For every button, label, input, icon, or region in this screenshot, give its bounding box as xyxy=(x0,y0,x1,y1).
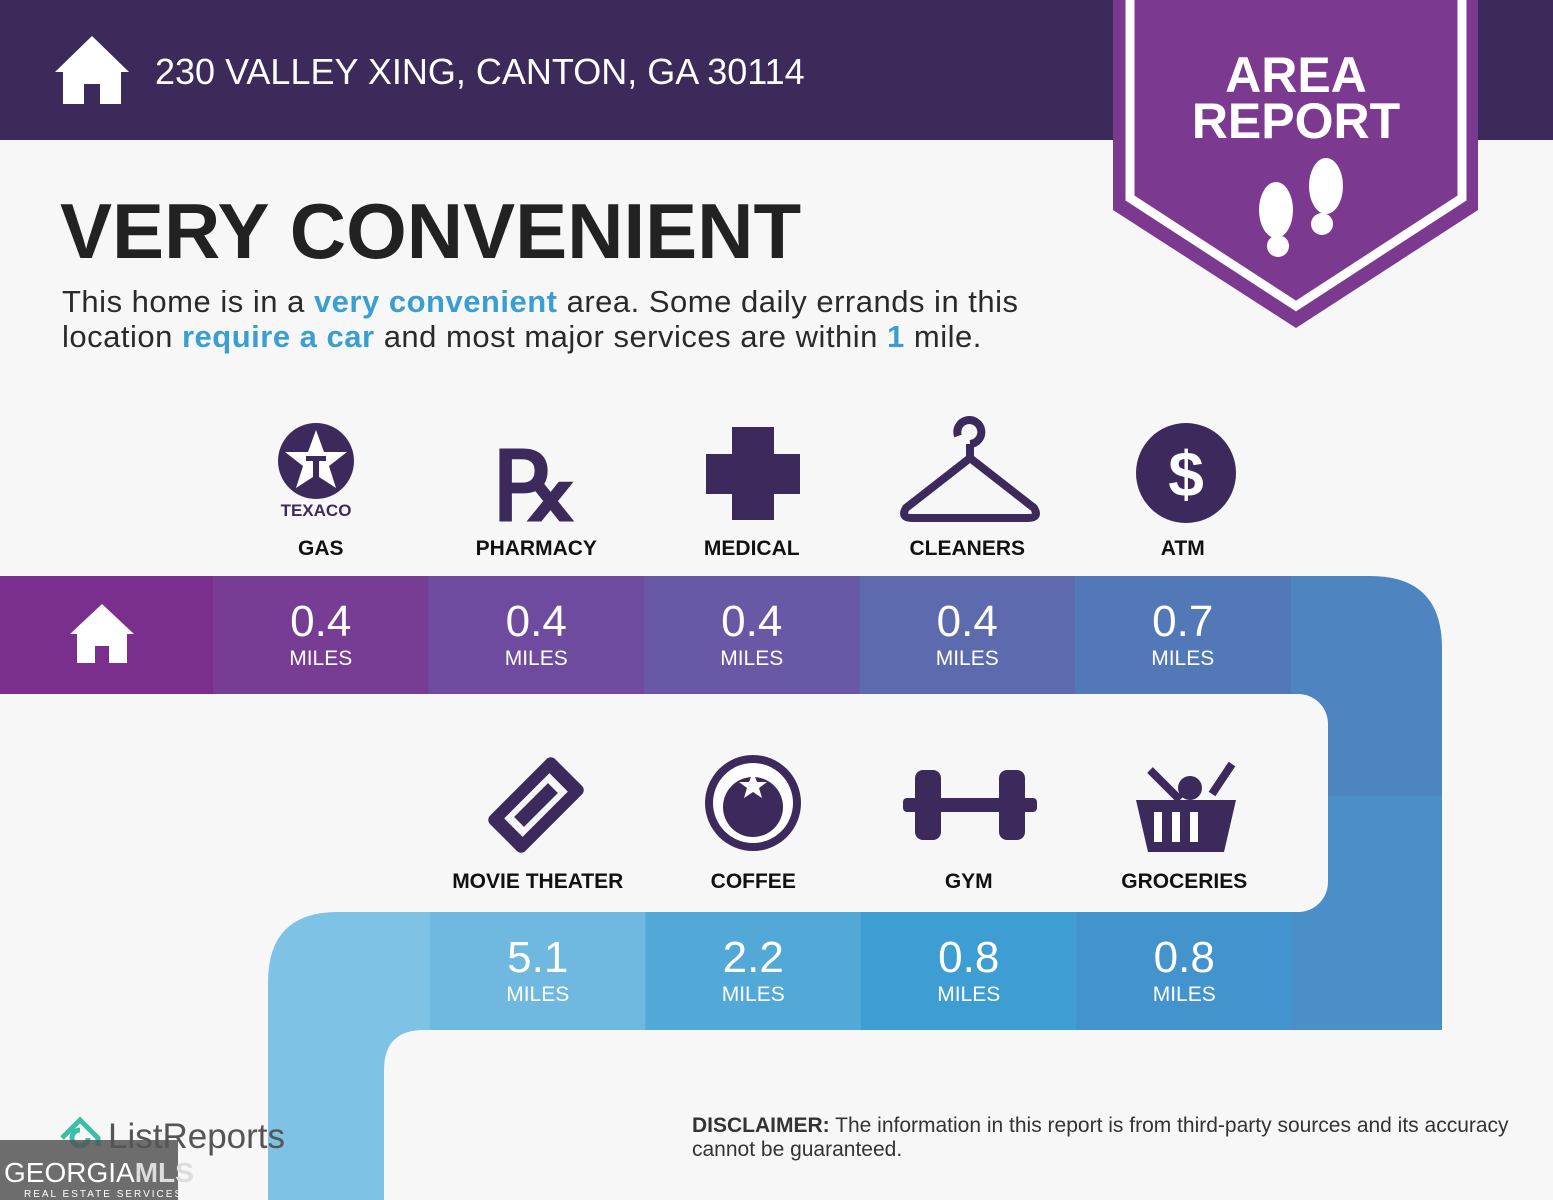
disclaimer-text: The information in this report is from t… xyxy=(692,1114,1509,1161)
watermark-bg xyxy=(0,1140,178,1200)
watermark-part: GEORGIA xyxy=(4,1157,135,1188)
distance-cell xyxy=(1076,912,1293,1030)
amenity-label: COFFEE xyxy=(711,870,796,893)
distance-cell xyxy=(428,576,645,694)
distance-cell xyxy=(859,576,1076,694)
ribbon xyxy=(0,576,1553,1200)
amenity-label: ATM xyxy=(1161,537,1205,560)
distance-value: 0.7 xyxy=(1152,597,1213,646)
svg-text:℞: ℞ xyxy=(493,434,579,541)
distance-cell xyxy=(430,912,646,1030)
distance-unit: MILES xyxy=(722,983,785,1006)
description: This home is in a very convenient area. … xyxy=(62,284,1102,354)
distance-unit: MILES xyxy=(506,983,569,1006)
headline: VERY CONVENIENT xyxy=(60,187,801,275)
distance-unit: MILES xyxy=(289,647,352,670)
amenity-label: CLEANERS xyxy=(909,537,1025,560)
amenity-label: GROCERIES xyxy=(1121,870,1247,893)
highlight: very convenient xyxy=(313,284,558,319)
distance-unit: MILES xyxy=(720,647,783,670)
svg-text:$: $ xyxy=(1168,438,1204,510)
amenity-label: GAS xyxy=(298,537,344,560)
highlight: 1 xyxy=(887,319,905,354)
distance-unit: MILES xyxy=(936,647,999,670)
disclaimer: DISCLAIMER: The information in this repo… xyxy=(692,1114,1512,1162)
amenity-label: GYM xyxy=(945,870,993,893)
distance-cell xyxy=(861,912,1077,1030)
badge-text: REPORT xyxy=(1192,93,1400,149)
disclaimer-label: DISCLAIMER: xyxy=(692,1114,830,1137)
watermark: GEORGIAMLS xyxy=(4,1157,194,1188)
gas-brand: TEXACO xyxy=(281,501,352,520)
distance-cell xyxy=(645,912,862,1030)
text: and most major services are within xyxy=(374,319,888,354)
watermark-part: MLS xyxy=(135,1157,194,1188)
distance-cell xyxy=(644,576,860,694)
distance-value: 0.8 xyxy=(938,933,999,982)
distance-unit: MILES xyxy=(505,647,568,670)
text: mile. xyxy=(904,319,982,354)
distance-value: 0.4 xyxy=(290,597,351,646)
distance-unit: MILES xyxy=(937,983,1000,1006)
watermark-tagline: REAL ESTATE SERVICES xyxy=(24,1189,183,1200)
badge-text: AREA xyxy=(1225,47,1367,103)
distance-value: 0.4 xyxy=(937,597,998,646)
distance-value: 0.4 xyxy=(721,597,782,646)
distance-unit: MILES xyxy=(1153,983,1216,1006)
amenity-label: MEDICAL xyxy=(704,537,800,560)
distance-value: 0.8 xyxy=(1154,933,1215,982)
distance-cell xyxy=(213,576,429,694)
footprints-icon xyxy=(1259,158,1343,257)
distance-cell xyxy=(1075,576,1291,694)
home-icon xyxy=(55,36,129,104)
badge-border xyxy=(1125,0,1467,312)
icons: TEXACO ℞ $ xyxy=(278,416,1236,853)
address: 230 VALLEY XING, CANTON, GA 30114 xyxy=(155,51,805,92)
amenity-label: PHARMACY xyxy=(476,537,597,560)
distance-value: 5.1 xyxy=(507,933,568,982)
text: This home is in a xyxy=(62,284,314,319)
highlight: require a car xyxy=(181,319,375,354)
text: area. Some daily errands in this locatio… xyxy=(62,284,1019,354)
distance-value: 0.4 xyxy=(506,597,567,646)
distance-unit: MILES xyxy=(1151,647,1214,670)
distance-value: 2.2 xyxy=(723,933,784,982)
amenity-label: MOVIE THEATER xyxy=(452,870,623,893)
